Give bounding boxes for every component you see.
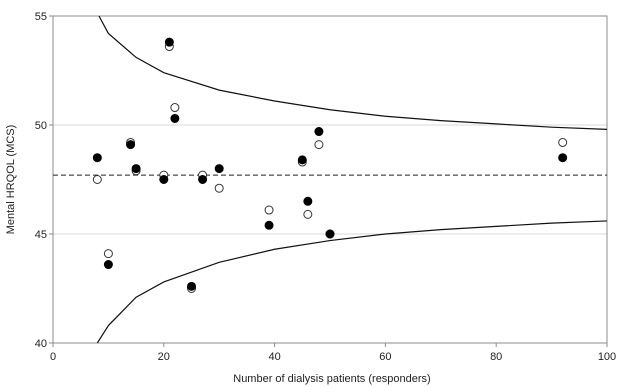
filled-data-point <box>187 281 196 291</box>
filled-data-point <box>264 220 274 230</box>
plot-frame <box>52 15 608 344</box>
filled-data-point <box>170 113 180 123</box>
filled-data-point <box>303 196 313 206</box>
filled-data-point <box>198 175 208 184</box>
filled-data-point <box>92 153 102 163</box>
open-data-point <box>92 175 102 184</box>
x-tick-label: 20 <box>158 351 170 363</box>
y-tick-label: 50 <box>35 120 47 132</box>
filled-data-point <box>325 229 335 239</box>
x-tick-label: 0 <box>50 351 56 363</box>
filled-data-point <box>159 175 169 184</box>
filled-data-point <box>103 260 113 270</box>
open-data-point <box>214 183 224 193</box>
lower-control-limit <box>96 220 607 343</box>
y-tick-label: 40 <box>35 338 47 350</box>
open-data-point <box>103 249 113 259</box>
filled-data-point <box>558 153 568 163</box>
x-axis-title: Number of dialysis patients (responders) <box>233 373 430 385</box>
filled-data-point <box>314 127 324 137</box>
filled-data-point <box>297 155 307 165</box>
open-data-point <box>170 103 180 113</box>
y-tick-label: 45 <box>35 229 47 241</box>
open-data-point <box>264 205 274 215</box>
filled-data-point <box>164 37 174 47</box>
x-tick-label: 100 <box>598 351 616 363</box>
open-data-point <box>314 140 324 150</box>
x-tick-label: 60 <box>379 351 391 363</box>
filled-data-point <box>126 140 136 150</box>
open-data-point <box>303 209 313 219</box>
y-axis-title: Mental HRQOL (MCS) <box>5 125 17 235</box>
open-data-point <box>558 137 568 147</box>
x-tick-label: 80 <box>490 351 502 363</box>
filled-data-point <box>214 164 224 174</box>
filled-data-point <box>131 164 141 174</box>
y-tick-label: 55 <box>35 11 47 23</box>
upper-control-limit <box>98 16 607 130</box>
x-tick-label: 40 <box>268 351 280 363</box>
